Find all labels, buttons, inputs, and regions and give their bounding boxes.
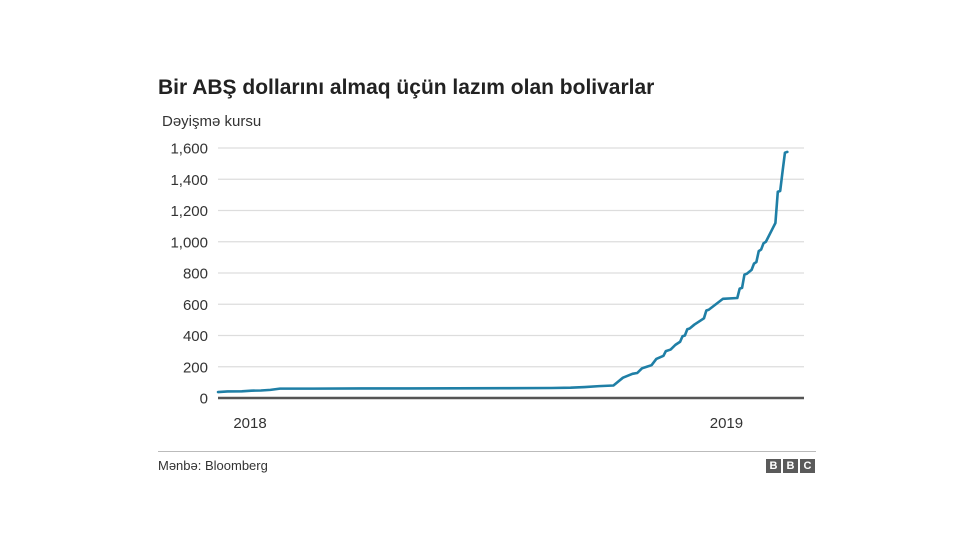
series-line [216, 150, 789, 394]
y-tick-label: 800 [183, 266, 208, 283]
footer-divider [158, 451, 816, 452]
y-tick-label: 0 [200, 391, 208, 408]
bbc-logo: B B C [766, 459, 815, 473]
bbc-logo-letter: B [783, 459, 798, 473]
y-axis-label: Dəyişmə kursu [162, 113, 262, 130]
y-tick-label: 600 [183, 297, 208, 314]
bbc-logo-letter: C [800, 459, 815, 473]
y-tick-label: 1,200 [170, 203, 208, 220]
y-tick-label: 1,400 [170, 172, 208, 189]
y-tick-label: 400 [183, 328, 208, 345]
x-tick-label: 2018 [233, 415, 266, 432]
x-tick-label: 2019 [710, 415, 743, 432]
source-note: Mənbə: Bloomberg [158, 458, 268, 473]
bbc-logo-letter: B [766, 459, 781, 473]
y-tick-label: 1,600 [170, 141, 208, 158]
y-tick-label: 200 [183, 359, 208, 376]
y-tick-label: 1,000 [170, 234, 208, 251]
chart-title: Bir ABŞ dollarını almaq üçün lazım olan … [158, 76, 655, 99]
